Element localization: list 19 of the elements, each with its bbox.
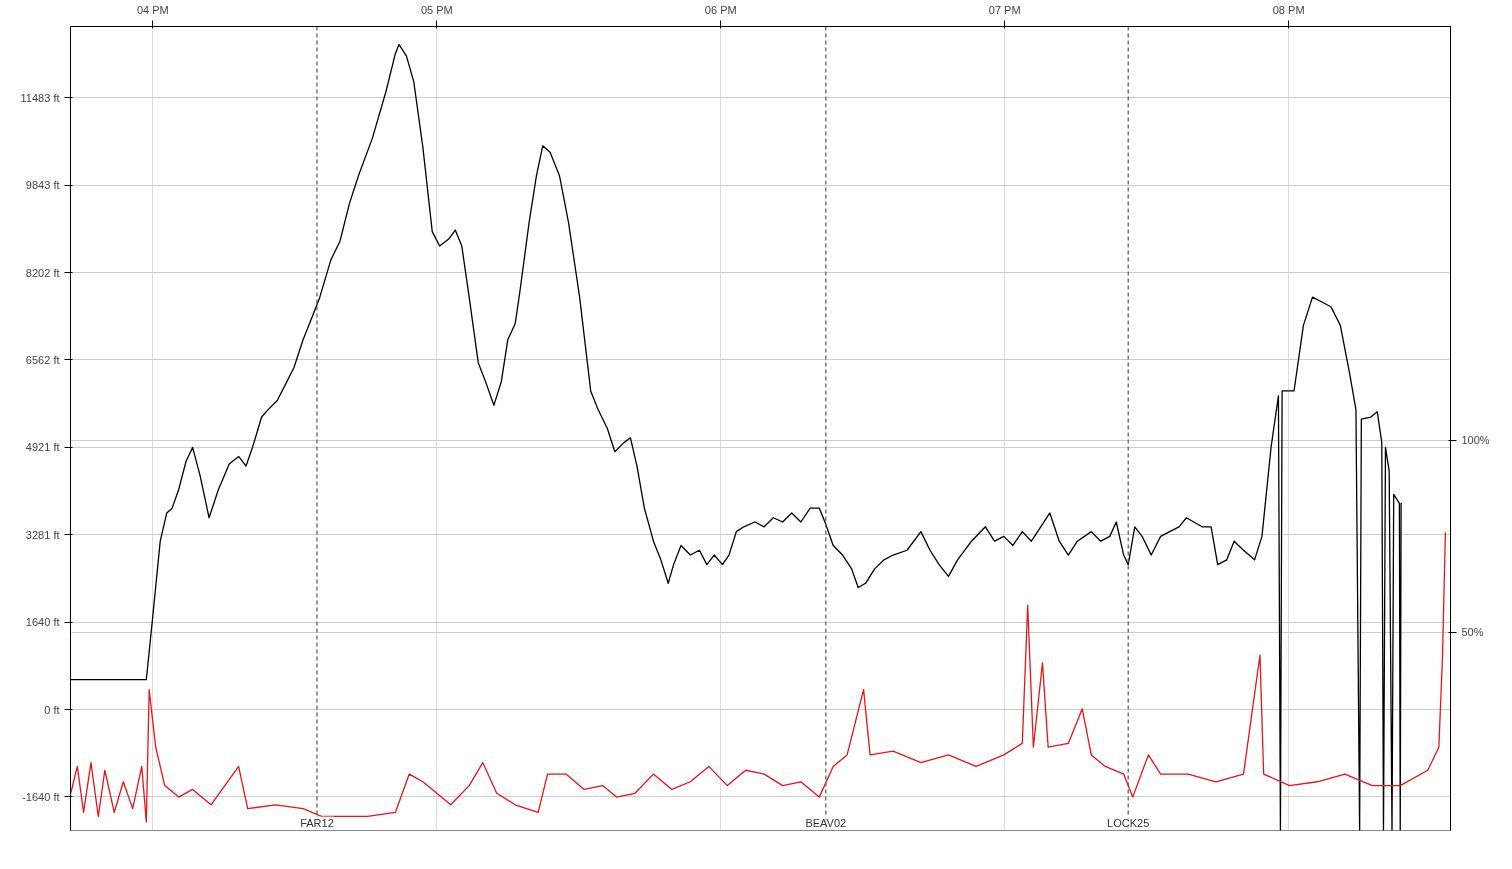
y-tick-label: 3281 ft (25, 528, 60, 541)
y-tick-label: 0 ft (44, 703, 60, 716)
x-tick-label: 04 PM (136, 3, 169, 16)
y-tick-label: 4921 ft (25, 441, 60, 454)
x-tick-label: 07 PM (988, 3, 1021, 16)
y-tick-label: -1640 ft (22, 790, 60, 803)
ref-line-label: LOCK25 (1107, 816, 1150, 829)
y-tick-label: 1640 ft (25, 616, 60, 629)
x-tick-label: 08 PM (1272, 3, 1305, 16)
x-tick-label: 06 PM (704, 3, 737, 16)
y-tick-label: 6562 ft (25, 353, 60, 366)
y-tick-label: 9843 ft (25, 179, 60, 192)
ref-line-label: BEAV02 (805, 816, 847, 829)
ref-line-label: FAR12 (300, 816, 334, 829)
y2-tick-label: 50% (1461, 626, 1484, 639)
y2-tick-label: 100% (1461, 434, 1490, 447)
y-tick-label: 11483 ft (20, 91, 60, 104)
y-tick-label: 8202 ft (25, 266, 60, 279)
x-tick-label: 05 PM (420, 3, 453, 16)
